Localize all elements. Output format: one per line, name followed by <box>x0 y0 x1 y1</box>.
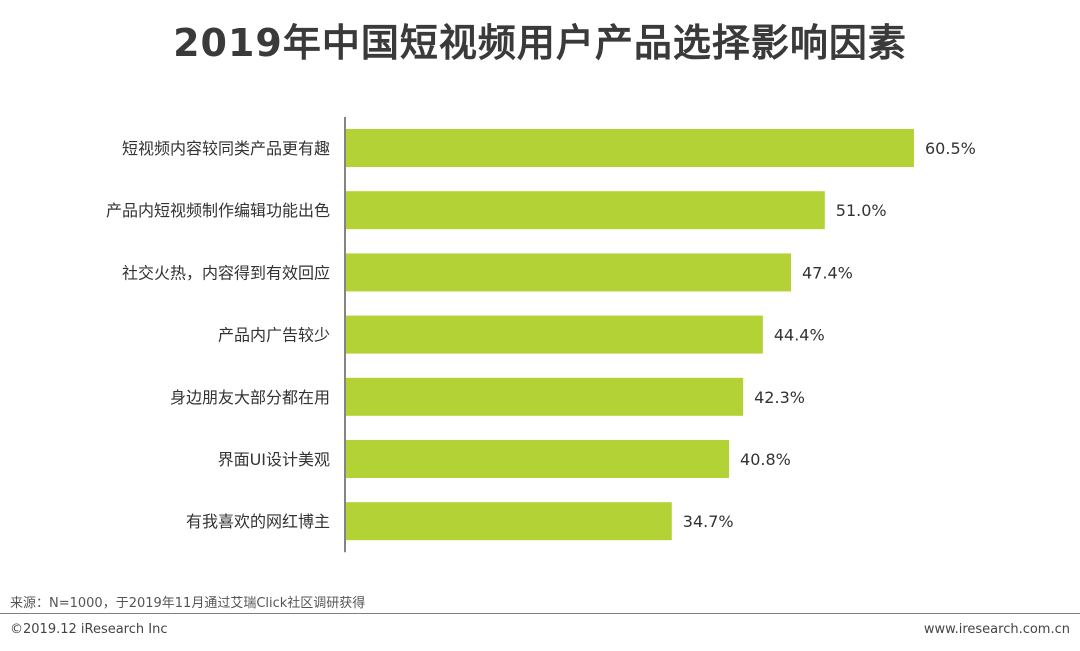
website-link[interactable]: www.iresearch.com.cn <box>923 622 1070 637</box>
value-label-2: 51.0% <box>836 201 887 220</box>
value-label-1: 60.5% <box>925 139 976 158</box>
footer-divider <box>0 613 1080 614</box>
bar-4 <box>346 315 763 354</box>
bar-5 <box>346 377 744 416</box>
bar-2 <box>346 191 825 230</box>
bar-7 <box>346 502 672 541</box>
category-label-4: 产品内广告较少 <box>218 326 330 345</box>
category-label-7: 有我喜欢的网红博主 <box>186 512 330 531</box>
category-label-5: 身边朋友大部分都在用 <box>170 388 330 407</box>
source-note: 来源：N=1000，于2019年11月通过艾瑞Click社区调研获得 <box>10 596 366 611</box>
bar-6 <box>346 440 730 478</box>
value-label-4: 44.4% <box>774 326 825 345</box>
bar-1 <box>346 129 914 167</box>
value-label-7: 34.7% <box>683 512 734 531</box>
category-label-1: 短视频内容较同类产品更有趣 <box>122 139 330 158</box>
value-label-3: 47.4% <box>802 263 853 282</box>
value-label-5: 42.3% <box>754 388 805 407</box>
category-label-3: 社交火热，内容得到有效回应 <box>122 263 330 282</box>
value-label-6: 40.8% <box>740 450 791 469</box>
bar-chart: 短视频内容较同类产品更有趣 60.5% 产品内短视频制作编辑功能出色 51.0% 社交火… <box>106 117 976 553</box>
category-label-6: 界面UI设计美观 <box>218 450 330 469</box>
category-label-2: 产品内短视频制作编辑功能出色 <box>106 201 330 220</box>
bar-3 <box>346 253 792 292</box>
chart-title: 2019年中国短视频用户产品选择影响因素 <box>173 21 907 65</box>
copyright-text: ©2019.12 iResearch Inc <box>10 622 168 637</box>
